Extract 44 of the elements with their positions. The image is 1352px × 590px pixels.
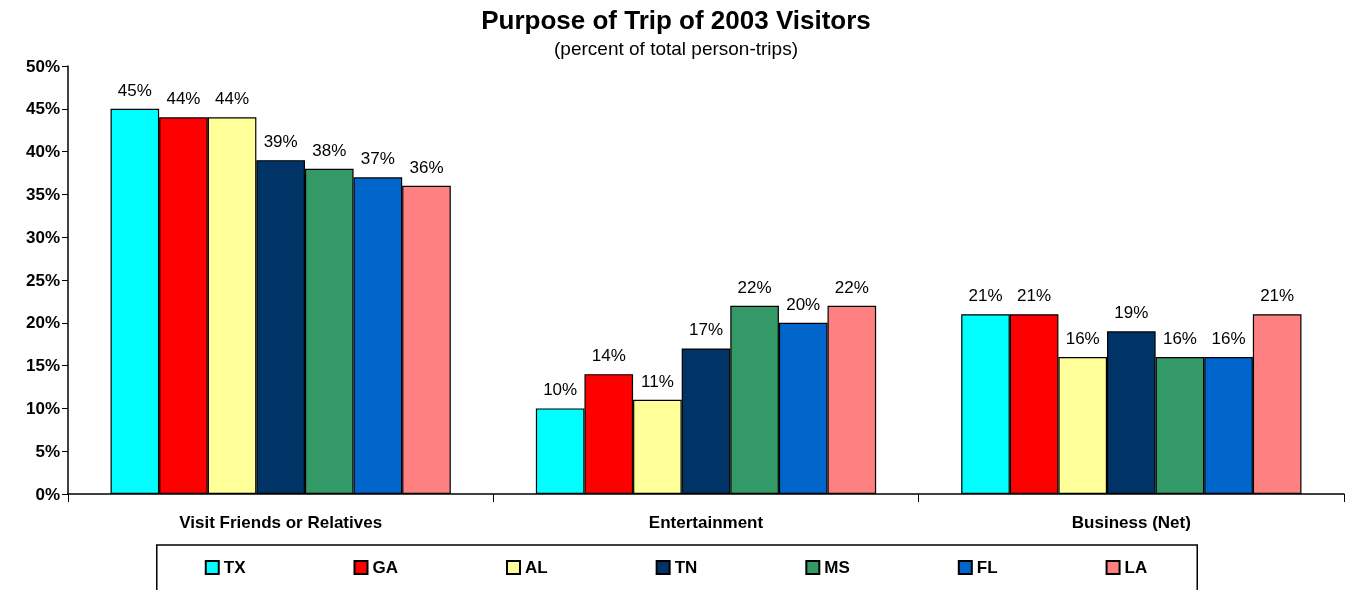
data-label: 16% — [1211, 329, 1246, 349]
data-label: 37% — [360, 149, 395, 169]
legend-label: LA — [1124, 558, 1148, 577]
data-label: 21% — [968, 286, 1003, 306]
y-tick-label: 45% — [25, 99, 60, 119]
chart-title: Purpose of Trip of 2003 Visitors — [481, 5, 871, 35]
data-label: 20% — [786, 294, 821, 314]
y-tick-label: 15% — [25, 356, 60, 376]
data-label: 16% — [1162, 329, 1197, 349]
data-label: 22% — [834, 277, 869, 297]
data-label: 21% — [1260, 286, 1295, 306]
data-label: 38% — [312, 140, 347, 160]
y-tick-label: 10% — [25, 398, 60, 418]
data-label: 22% — [737, 277, 772, 297]
legend-label: AL — [524, 558, 548, 577]
data-label: 17% — [688, 320, 724, 340]
data-label: 45% — [117, 80, 152, 100]
y-tick-label: 0% — [35, 484, 60, 504]
y-tick-label: 20% — [25, 313, 60, 333]
chart-subtitle: (percent of total person-trips) — [554, 38, 798, 59]
data-label: 21% — [1017, 286, 1052, 306]
y-tick-label: 35% — [25, 184, 60, 204]
data-label: 44% — [215, 89, 250, 109]
legend-label: TX — [223, 558, 247, 577]
y-tick-label: 50% — [25, 56, 60, 76]
data-label: 16% — [1065, 329, 1100, 349]
data-label: 44% — [166, 89, 201, 109]
data-label: 39% — [263, 132, 298, 152]
data-label: 19% — [1114, 303, 1149, 323]
y-tick-label: 25% — [25, 270, 60, 290]
data-label: 10% — [543, 380, 578, 400]
y-tick-label: 40% — [25, 142, 60, 162]
x-tick-label: Entertainment — [648, 513, 764, 532]
x-tick-label: Business (Net) — [1071, 513, 1191, 532]
data-label: 36% — [409, 157, 444, 177]
legend-label: GA — [372, 558, 398, 577]
x-tick-label: Visit Friends or Relatives — [179, 513, 383, 532]
y-tick-label: 30% — [25, 227, 60, 247]
data-label: 14% — [591, 346, 626, 366]
y-tick-label: 5% — [35, 441, 60, 461]
legend-label: TN — [674, 558, 698, 577]
legend-label: FL — [976, 558, 998, 577]
legend-label: MS — [824, 558, 850, 577]
data-label: 11% — [641, 371, 674, 391]
